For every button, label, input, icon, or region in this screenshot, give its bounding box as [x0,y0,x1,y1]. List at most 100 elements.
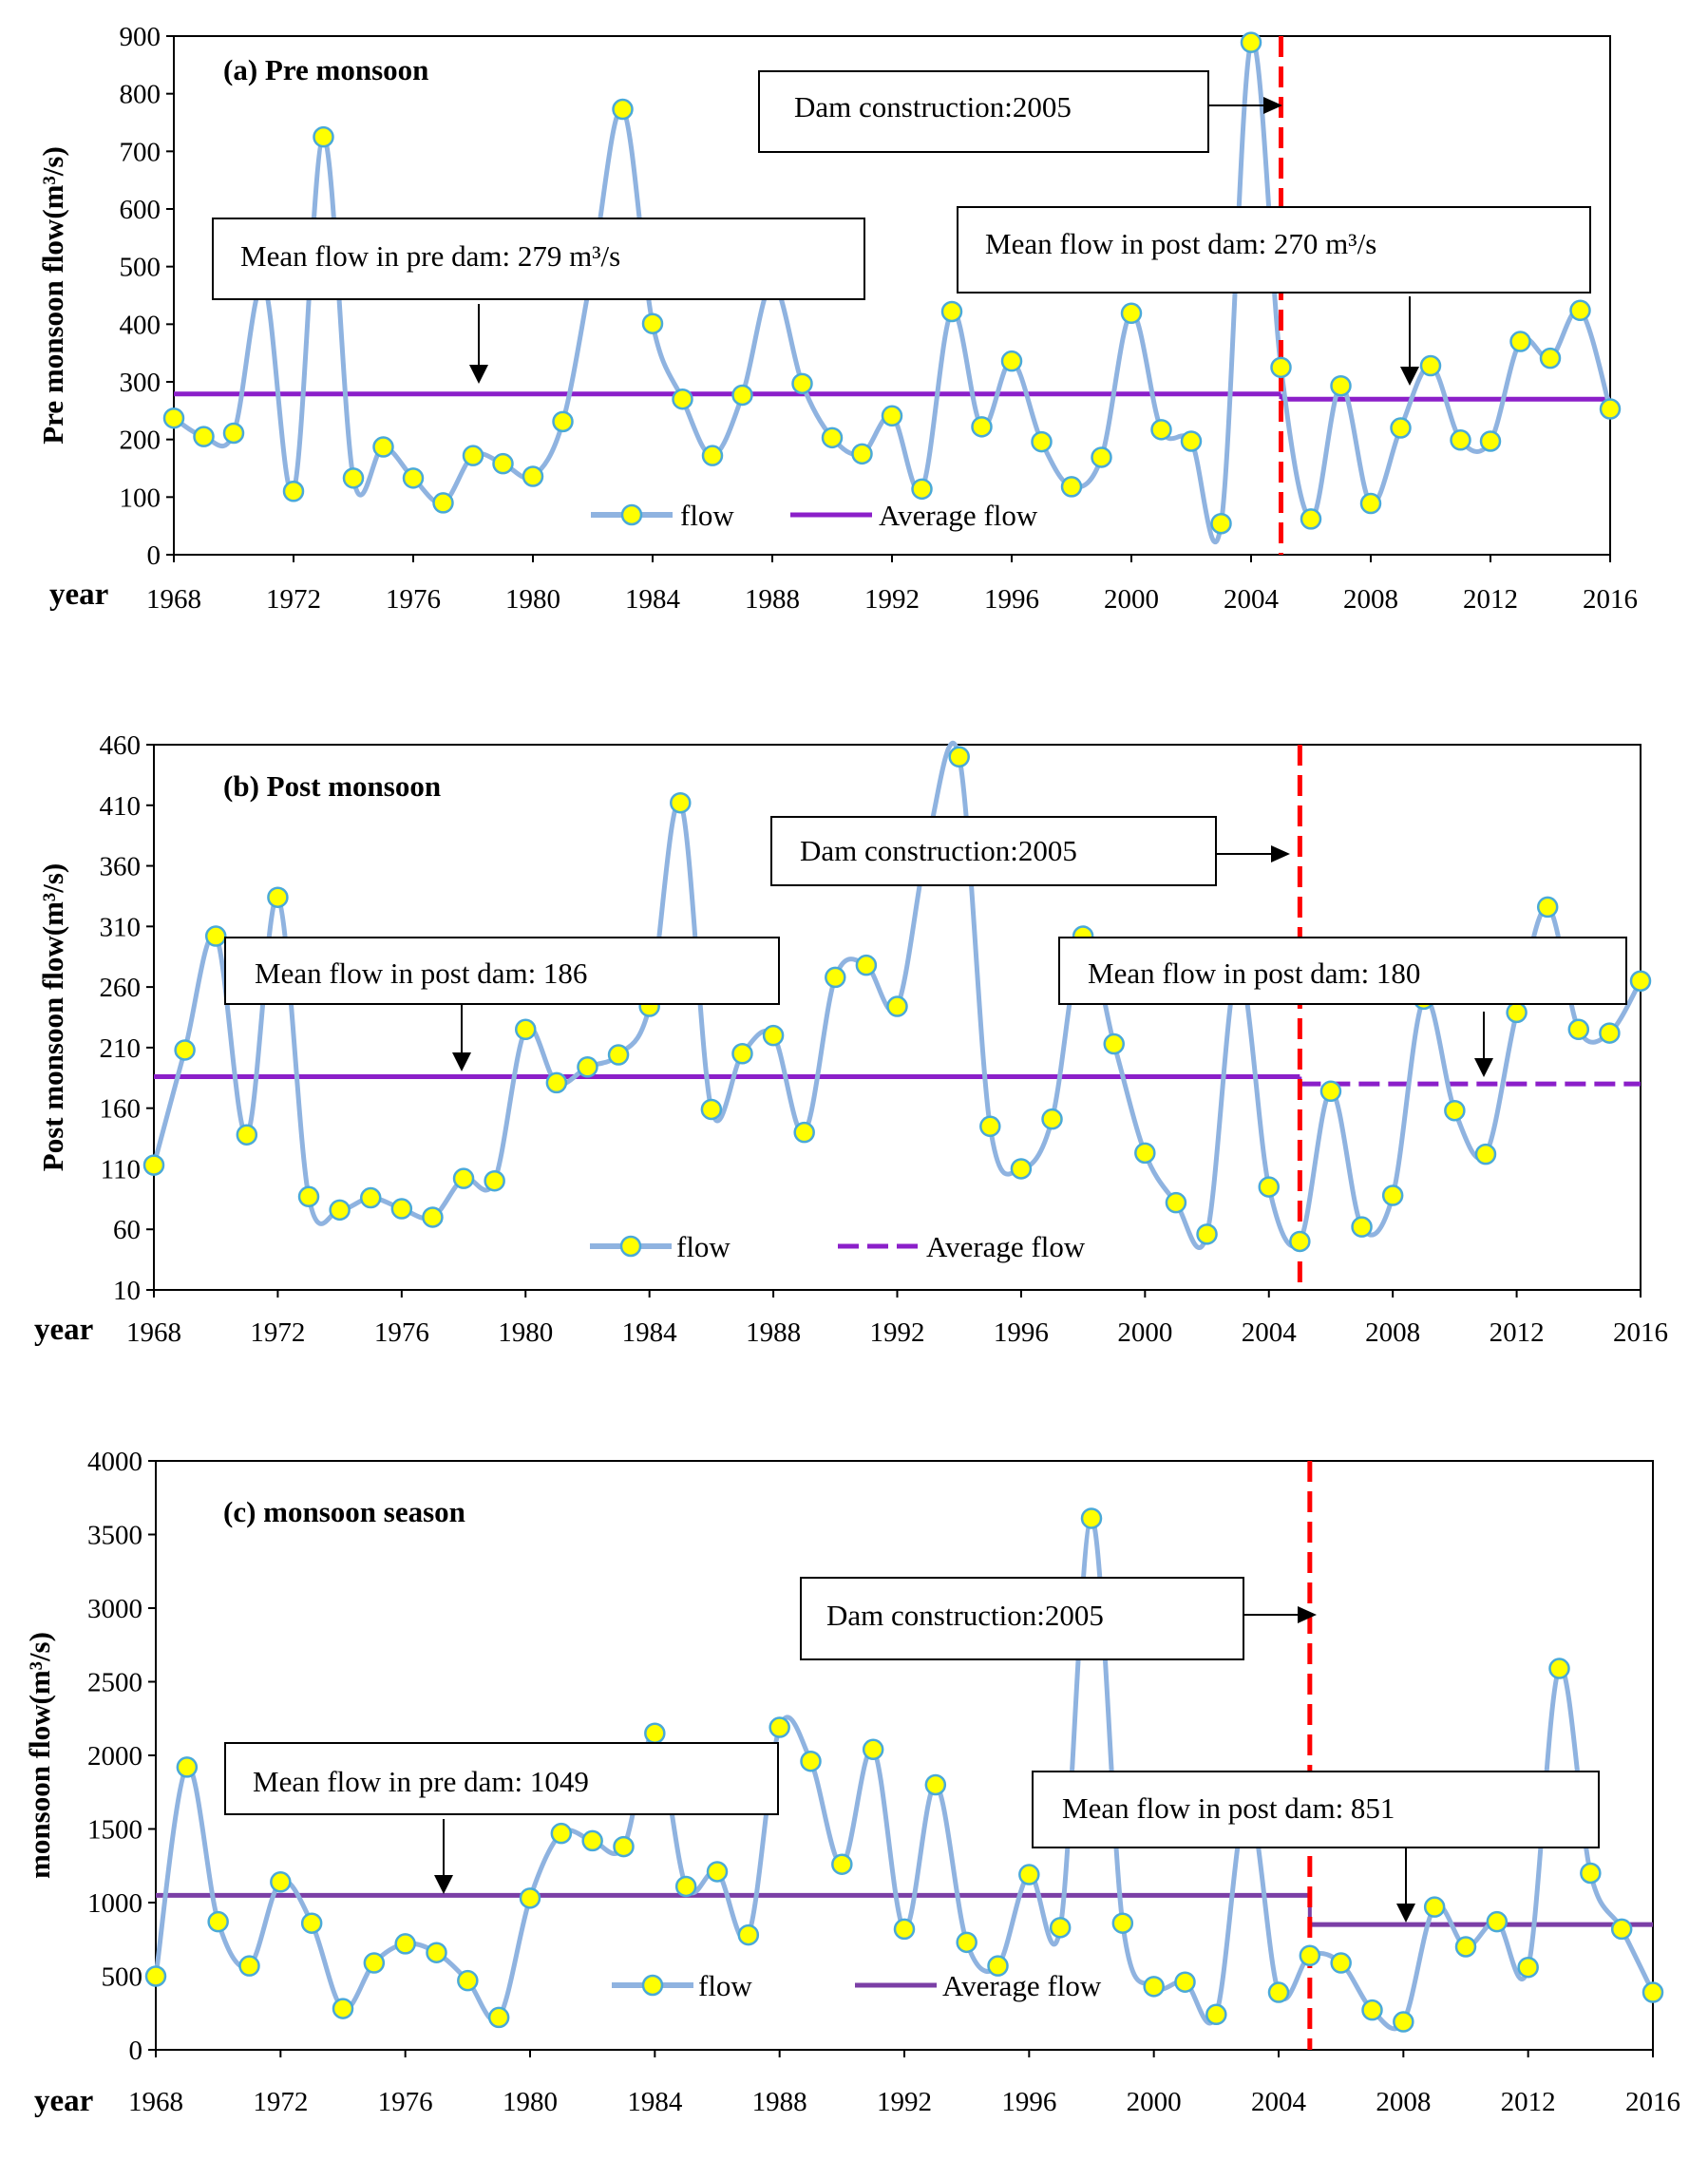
flow-point-2006 [1300,508,1322,530]
flow-point-1982 [577,1056,598,1078]
flow-point-2013 [1509,331,1531,352]
y-tick-label: 1500 [87,1815,142,1846]
flow-point-1980 [519,1887,541,1909]
flow-point-1991 [851,443,873,465]
x-tick-label: 2000 [1127,2087,1182,2117]
y-tick-label: 300 [120,368,161,398]
flow-point-2010 [1444,1099,1466,1122]
flow-point-1989 [791,372,813,395]
flow-point-2015 [1599,1022,1621,1044]
flow-point-2014 [1567,1018,1590,1041]
x-tick-label: 1972 [253,2087,308,2117]
dam-label-c: Dam construction:2005 [826,1599,1104,1632]
mean-post-box-c [1032,1771,1600,1848]
flow-point-1968 [142,1154,165,1176]
y-tick-label: 3500 [87,1521,142,1551]
flow-point-2000 [1143,1976,1165,1998]
flow-point-2006 [1330,1952,1352,1974]
x-tick-label: 1984 [622,1317,678,1348]
y-tick-label: 400 [120,310,161,340]
flow-point-1997 [1031,430,1053,453]
flow-point-1988 [769,1716,790,1738]
flow-point-1983 [612,98,634,121]
legend-a: flow Average flow [591,499,1038,532]
x-tick-label: 2016 [1583,584,1638,615]
flow-point-1997 [1049,1917,1072,1939]
down-arrow-icon [1400,296,1419,386]
y-tick-label: 460 [100,730,142,761]
x-tick-label: 1968 [146,584,201,615]
flow-point-2000 [1134,1142,1156,1165]
flow-point-1970 [204,925,227,947]
flow-point-2001 [1174,1971,1196,1993]
mean-post-box-a [957,206,1591,294]
legend-flow-label: flow [676,1230,731,1263]
flow-point-1972 [267,886,289,908]
x-tick-label: 1980 [503,2087,558,2117]
x-tick-label: 1976 [374,1317,429,1348]
mean-pre-box-c [224,1742,779,1815]
chart-title-a: (a) Pre monsoon [223,53,428,86]
flow-point-1987 [737,1923,760,1946]
y-tick-label: 4000 [87,1447,142,1477]
y-tick-label: 3000 [87,1594,142,1624]
y-tick-label: 110 [101,1154,141,1184]
down-arrow-icon [469,304,488,384]
x-tick-label: 2008 [1365,1317,1420,1348]
x-tick-label: 1984 [625,584,681,615]
legend-average-label: Average flow [942,1969,1102,2002]
flow-point-1977 [422,1206,444,1228]
y-axis-label-c: monsoon flow(m³/s) [23,1632,56,1879]
y-tick-label: 500 [102,1962,143,1993]
flow-point-1993 [911,478,933,501]
flow-point-1986 [700,1098,723,1121]
flow-point-2002 [1196,1223,1218,1245]
x-tick-label: 1992 [877,2087,932,2117]
y-tick-label: 500 [120,253,161,283]
flow-point-1990 [825,966,846,989]
y-tick-label: 0 [129,2036,143,2066]
y-axis-label-b: Post monsoon flow(m³/s) [36,863,69,1171]
flow-point-2002 [1205,2003,1227,2026]
chart-panel-a: 0 100 200 300 400 500 600 700 800 900 1968 1972 1976… [36,22,1638,615]
legend-flow-label: flow [680,499,734,532]
y-tick-label: 60 [113,1215,141,1245]
flow-point-2013 [1536,896,1559,919]
flow-point-2011 [1450,429,1471,451]
x-tick-label: 1972 [250,1317,305,1348]
x-tick-label: 1984 [627,2087,683,2117]
mean-pre-box-b [224,937,780,1005]
flow-point-2001 [1165,1191,1187,1214]
legend-flow-marker [641,1974,664,1997]
flow-point-1969 [174,1039,196,1061]
dam-box-a [758,70,1209,153]
flow-point-2001 [1150,419,1172,441]
x-tick-label: 1988 [745,584,800,615]
flow-point-2008 [1359,492,1382,515]
flow-point-1975 [372,436,394,458]
flow-point-2012 [1506,1001,1528,1024]
x-tick-label: 1968 [126,1317,181,1348]
flow-point-1995 [979,1115,1001,1138]
flow-point-2009 [1423,1896,1446,1918]
chart-title-c: (c) monsoon season [223,1495,465,1528]
flow-point-1974 [329,1199,351,1222]
legend-flow-marker [620,503,643,526]
flow-point-2009 [1390,417,1412,439]
flow-point-2007 [1361,1999,1383,2021]
x-tick-label: 1976 [386,584,441,615]
flow-point-1999 [1091,446,1112,468]
flow-point-1987 [731,1043,753,1065]
x-tick-label: 2004 [1242,1317,1298,1348]
flow-point-2007 [1351,1216,1373,1238]
flow-point-2000 [1120,302,1143,325]
dam-label-b: Dam construction:2005 [800,834,1077,867]
flow-point-1991 [862,1738,884,1761]
x-tick-label: 2004 [1251,2087,1307,2117]
legend-flow-label: flow [698,1969,752,2002]
y-tick-label: 1000 [87,1888,142,1919]
mean-pre-box-a [212,218,865,300]
flow-point-1996 [1018,1864,1040,1885]
mean-post-label-c: Mean flow in post dam: 851 [1062,1791,1395,1825]
flow-point-1980 [522,465,544,487]
